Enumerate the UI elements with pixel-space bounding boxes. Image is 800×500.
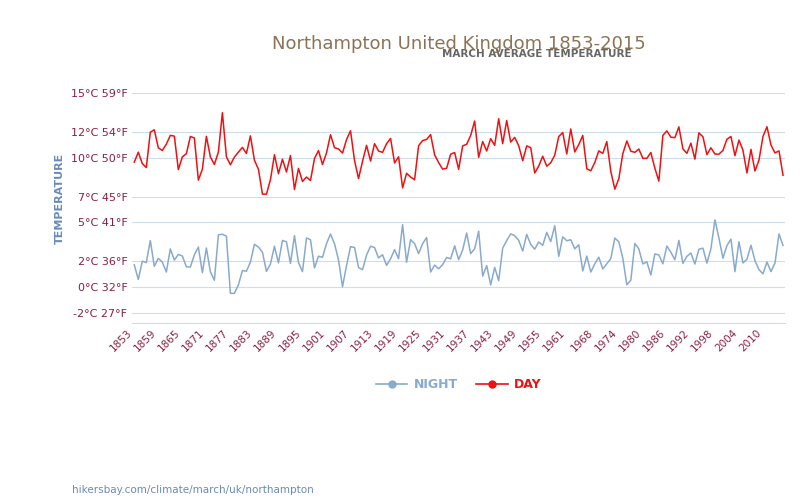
- Text: MARCH AVERAGE TEMPERATURE: MARCH AVERAGE TEMPERATURE: [442, 49, 632, 59]
- Y-axis label: TEMPERATURE: TEMPERATURE: [55, 153, 65, 244]
- Title: Northampton United Kingdom 1853-2015: Northampton United Kingdom 1853-2015: [272, 35, 646, 53]
- Text: hikersbay.com/climate/march/uk/northampton: hikersbay.com/climate/march/uk/northampt…: [72, 485, 314, 495]
- Legend: NIGHT, DAY: NIGHT, DAY: [371, 374, 546, 396]
